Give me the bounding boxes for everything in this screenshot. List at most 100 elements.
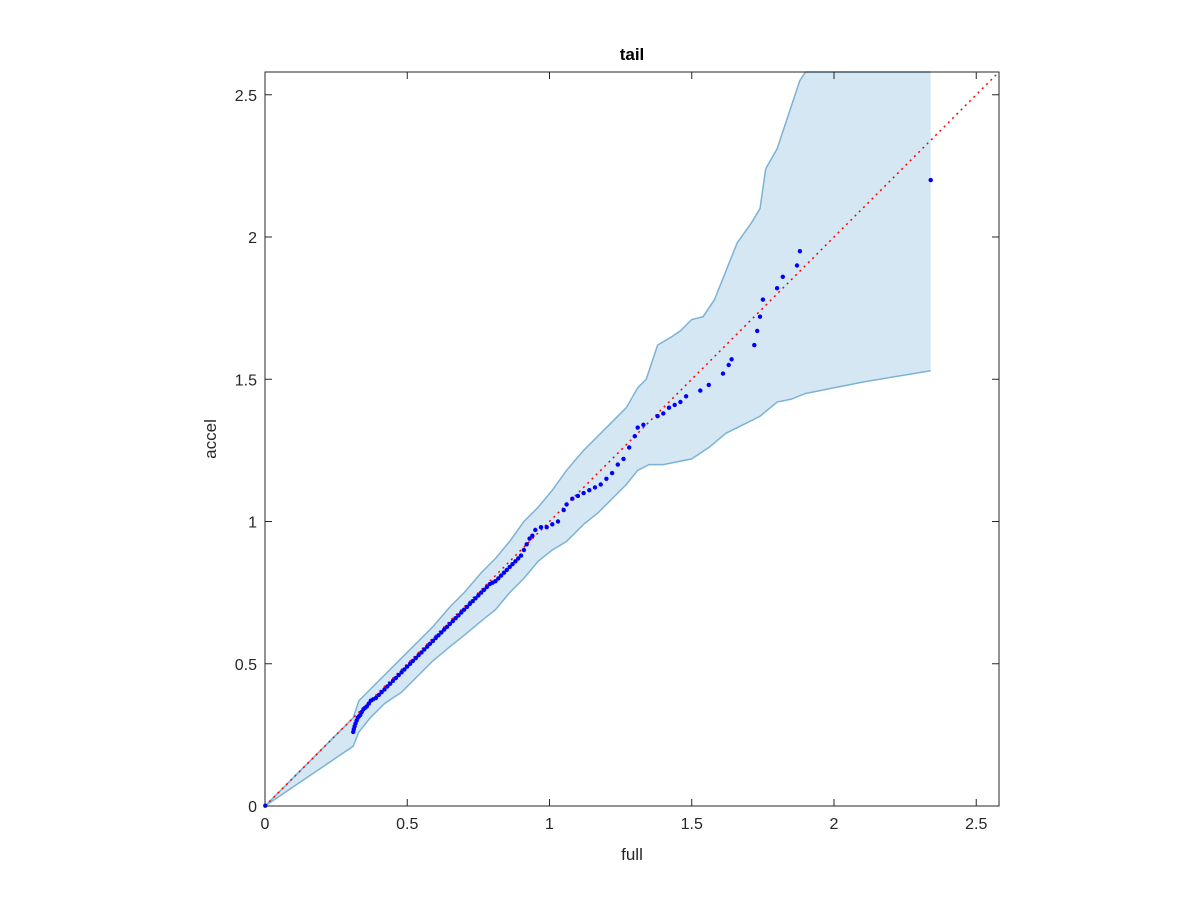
- data-point: [592, 485, 598, 490]
- data-point: [666, 405, 672, 410]
- reference-line-segment: [264, 71, 1000, 807]
- data-point: [473, 596, 478, 601]
- data-point: [550, 522, 555, 527]
- data-point: [501, 570, 507, 575]
- data-point: [413, 655, 418, 661]
- data-point: [780, 274, 785, 279]
- data-point: [385, 684, 390, 689]
- data-point: [530, 533, 535, 538]
- data-point: [527, 536, 532, 541]
- data-point: [533, 527, 538, 533]
- data-point: [794, 263, 800, 268]
- data-point: [581, 490, 586, 496]
- data-point: [410, 658, 416, 664]
- data-point: [481, 587, 487, 592]
- data-point: [757, 314, 763, 319]
- axes-box: [264, 71, 1000, 807]
- data-point: [698, 388, 703, 393]
- data-point: [407, 661, 413, 666]
- data-point: [461, 607, 467, 612]
- data-point: [442, 627, 447, 632]
- data-point: [373, 695, 379, 701]
- data-point: [544, 525, 549, 530]
- y-tick-label: 1: [248, 515, 257, 532]
- data-point: [436, 633, 441, 638]
- data-point: [672, 402, 677, 408]
- data-point: [439, 630, 444, 635]
- data-point: [655, 414, 660, 419]
- data-point: [402, 667, 407, 672]
- data-point: [564, 502, 569, 507]
- data-point: [538, 525, 544, 530]
- data-point: [521, 547, 527, 553]
- x-tick-label: 0.5: [396, 816, 418, 833]
- data-point: [388, 681, 393, 686]
- data-point: [621, 456, 626, 462]
- data-point: [379, 690, 384, 695]
- data-point: [376, 692, 381, 698]
- data-point: [476, 593, 481, 598]
- data-point: [774, 286, 780, 291]
- y-axis-label: accel: [201, 419, 220, 459]
- y-tick-label: 0: [248, 799, 257, 816]
- data-point: [427, 641, 433, 646]
- data-point: [399, 670, 404, 675]
- data-point: [510, 562, 515, 567]
- x-tick-label: 1.5: [681, 816, 703, 833]
- data-point: [683, 394, 689, 399]
- data-point: [496, 576, 501, 581]
- y-tick-label: 0.5: [235, 657, 257, 674]
- data-point: [635, 425, 640, 430]
- data-point: [470, 599, 475, 604]
- chart-title: tail: [620, 45, 645, 64]
- data-point: [433, 635, 438, 641]
- axes: [264, 71, 1000, 807]
- data-point: [419, 650, 424, 655]
- data-point: [752, 342, 757, 348]
- band-lower-edge: [264, 369, 931, 807]
- data-point: [615, 462, 620, 467]
- band-upper-edge: [264, 71, 931, 807]
- data-point: [516, 556, 521, 561]
- data-point: [627, 445, 632, 450]
- data-point: [396, 672, 401, 678]
- data-point: [726, 362, 731, 368]
- data-point: [570, 496, 575, 501]
- data-point: [632, 434, 637, 439]
- data-point: [604, 476, 609, 481]
- data-points: [263, 177, 933, 808]
- data-point: [575, 493, 581, 499]
- data-point: [513, 559, 518, 564]
- data-point: [422, 647, 427, 652]
- data-point: [555, 519, 561, 524]
- x-tick-label: 2.5: [965, 816, 987, 833]
- data-point: [507, 564, 512, 570]
- y-tick-label: 1.5: [235, 372, 257, 389]
- data-point: [467, 601, 472, 607]
- data-point: [641, 422, 646, 427]
- data-point: [390, 678, 396, 683]
- x-tick-label: 2: [830, 816, 839, 833]
- x-axis-label: full: [621, 845, 643, 864]
- data-point: [405, 664, 410, 669]
- data-point: [706, 382, 711, 388]
- data-point: [504, 567, 509, 573]
- data-point: [416, 653, 421, 658]
- data-point: [928, 177, 933, 183]
- data-point: [430, 638, 436, 644]
- data-point: [524, 542, 529, 547]
- data-point: [479, 590, 484, 595]
- data-point: [755, 328, 760, 334]
- data-point: [382, 687, 387, 692]
- data-point: [459, 610, 464, 615]
- data-point: [797, 249, 803, 254]
- data-point: [464, 604, 470, 610]
- data-point: [450, 618, 455, 624]
- data-point: [587, 488, 592, 493]
- confidence-band: [264, 71, 931, 807]
- x-tick-label: 0: [261, 816, 270, 833]
- x-tick-label: 1: [545, 816, 554, 833]
- data-point: [609, 470, 615, 476]
- data-point: [678, 399, 683, 405]
